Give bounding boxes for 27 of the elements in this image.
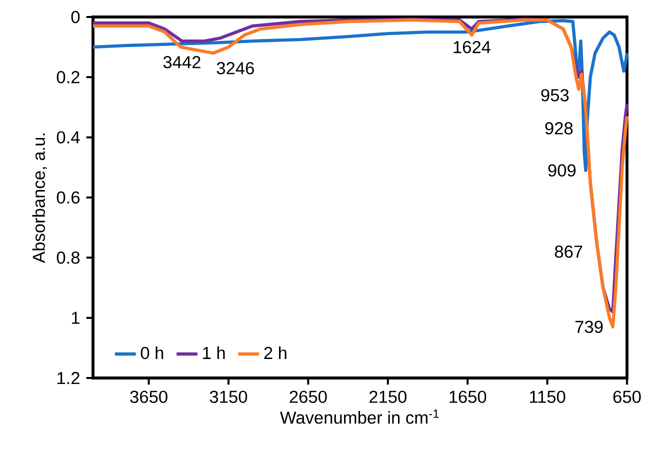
y-tick-label: 1.2 [58,372,80,384]
x-tick-label: 3650 [130,390,168,403]
x-tick-label: 2650 [290,390,327,403]
y-tick-label: 1 [72,312,80,324]
x-tick-label: 2150 [369,390,406,403]
y-tick-label: 0.2 [56,71,80,84]
annotation: 3246 [216,62,254,74]
annotation: 953 [541,89,569,102]
y-tick-label: 0 [71,10,80,24]
x-axis-title: Wavenumber in cm$^{-1}$ [280,409,439,424]
x-tick-label: 650 [613,390,641,403]
legend-label: 1 h [203,346,225,359]
annotation: 3442 [163,56,200,68]
annotation: 909 [548,164,576,177]
y-tick-label: 0.4 [56,131,80,144]
x-tick-label: 3150 [210,390,248,403]
y-tick-label: 0.6 [56,191,80,204]
legend-label: 0 h [140,346,164,360]
annotation: 739 [575,320,603,333]
annotation: 1624 [454,40,490,54]
y-axis-title: Absorbance, a.u. [32,134,48,263]
x-tick-label: 1650 [450,390,486,403]
legend-label: 2 h [264,346,286,359]
y-tick-label: 0.8 [56,252,80,264]
annotation: 928 [545,122,573,134]
annotation: 867 [554,246,582,258]
x-tick-label: 1150 [530,390,566,403]
